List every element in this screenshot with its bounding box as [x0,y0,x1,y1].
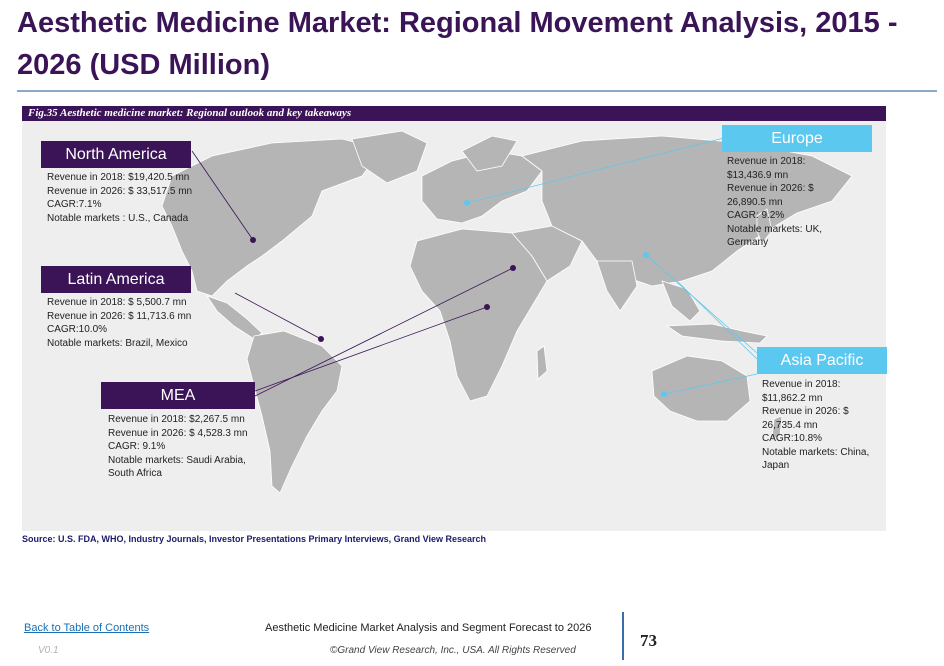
page-number: 73 [640,631,657,651]
back-to-toc-link[interactable]: Back to Table of Contents [24,622,149,634]
stat-line: Revenue in 2018: $19,420.5 mn [47,171,207,185]
title-divider [17,90,937,92]
europe-stats: Revenue in 2018: $13,436.9 mn Revenue in… [727,155,845,250]
stat-line: Revenue in 2026: $ 26,735.4 mn [762,405,884,432]
indonesia-landmass [667,324,767,343]
stat-line: Notable markets: UK, Germany [727,223,845,250]
latin-america-marker [318,336,324,342]
europe-marker [464,200,470,206]
stat-line: CAGR:7.1% [47,198,207,212]
europe-label: Europe [722,125,872,152]
mea-label: MEA [101,382,255,409]
north-america-stats: Revenue in 2018: $19,420.5 mn Revenue in… [47,171,207,225]
footer-divider [622,612,624,660]
stat-line: Notable markets: China, Japan [762,446,884,473]
stat-line: CAGR: 9.2% [727,209,845,223]
central-america-landmass [207,296,262,339]
asia-pacific-stats: Revenue in 2018: $11,862.2 mn Revenue in… [762,378,884,473]
footer-report-title: Aesthetic Medicine Market Analysis and S… [265,622,592,634]
figure-caption-bar: Fig.35 Aesthetic medicine market: Region… [22,106,886,121]
stat-line: Revenue in 2018: $2,267.5 mn [108,413,258,427]
asia-pacific-marker-2 [661,391,667,397]
north-america-label: North America [41,141,191,168]
stat-line: CAGR: 9.1% [108,440,258,454]
india-landmass [597,261,637,311]
australia-landmass [652,356,750,421]
figure-caption: Fig.35 Aesthetic medicine market: Region… [28,106,351,121]
latin-america-label: Latin America [41,266,191,293]
asia-pacific-label: Asia Pacific [757,347,887,374]
south-america-landmass [247,331,342,493]
asia-pacific-marker-1 [643,252,649,258]
latin-america-stats: Revenue in 2018: $ 5,500.7 mn Revenue in… [47,296,197,350]
source-note: Source: U.S. FDA, WHO, Industry Journals… [22,534,486,544]
stat-line: Revenue in 2026: $ 11,713.6 mn [47,310,197,324]
stat-line: Revenue in 2026: $ 33,517.5 mn [47,185,207,199]
africa-landmass [410,229,547,401]
mea-stats: Revenue in 2018: $2,267.5 mn Revenue in … [108,413,258,481]
stat-line: CAGR:10.8% [762,432,884,446]
mea-marker-2 [484,304,490,310]
north-america-marker [250,237,256,243]
stat-line: Notable markets: Brazil, Mexico [47,337,197,351]
stat-line: CAGR:10.0% [47,323,197,337]
footer-copyright: ©Grand View Research, Inc., USA. All Rig… [330,645,576,656]
southeast-asia-landmass [662,281,700,321]
stat-line: Notable markets: Saudi Arabia, South Afr… [108,454,258,481]
greenland-landmass [352,131,427,183]
stat-line: Notable markets : U.S., Canada [47,212,207,226]
mea-marker-1 [510,265,516,271]
madagascar-landmass [537,346,547,379]
stat-line: Revenue in 2018: $11,862.2 mn [762,378,884,405]
stat-line: Revenue in 2018: $ 5,500.7 mn [47,296,197,310]
version-label: V0.1 [38,645,59,656]
stat-line: Revenue in 2026: $ 26,890.5 mn [727,182,845,209]
stat-line: Revenue in 2026: $ 4,528.3 mn [108,427,258,441]
stat-line: Revenue in 2018: $13,436.9 mn [727,155,845,182]
page-title: Aesthetic Medicine Market: Regional Move… [17,2,932,86]
